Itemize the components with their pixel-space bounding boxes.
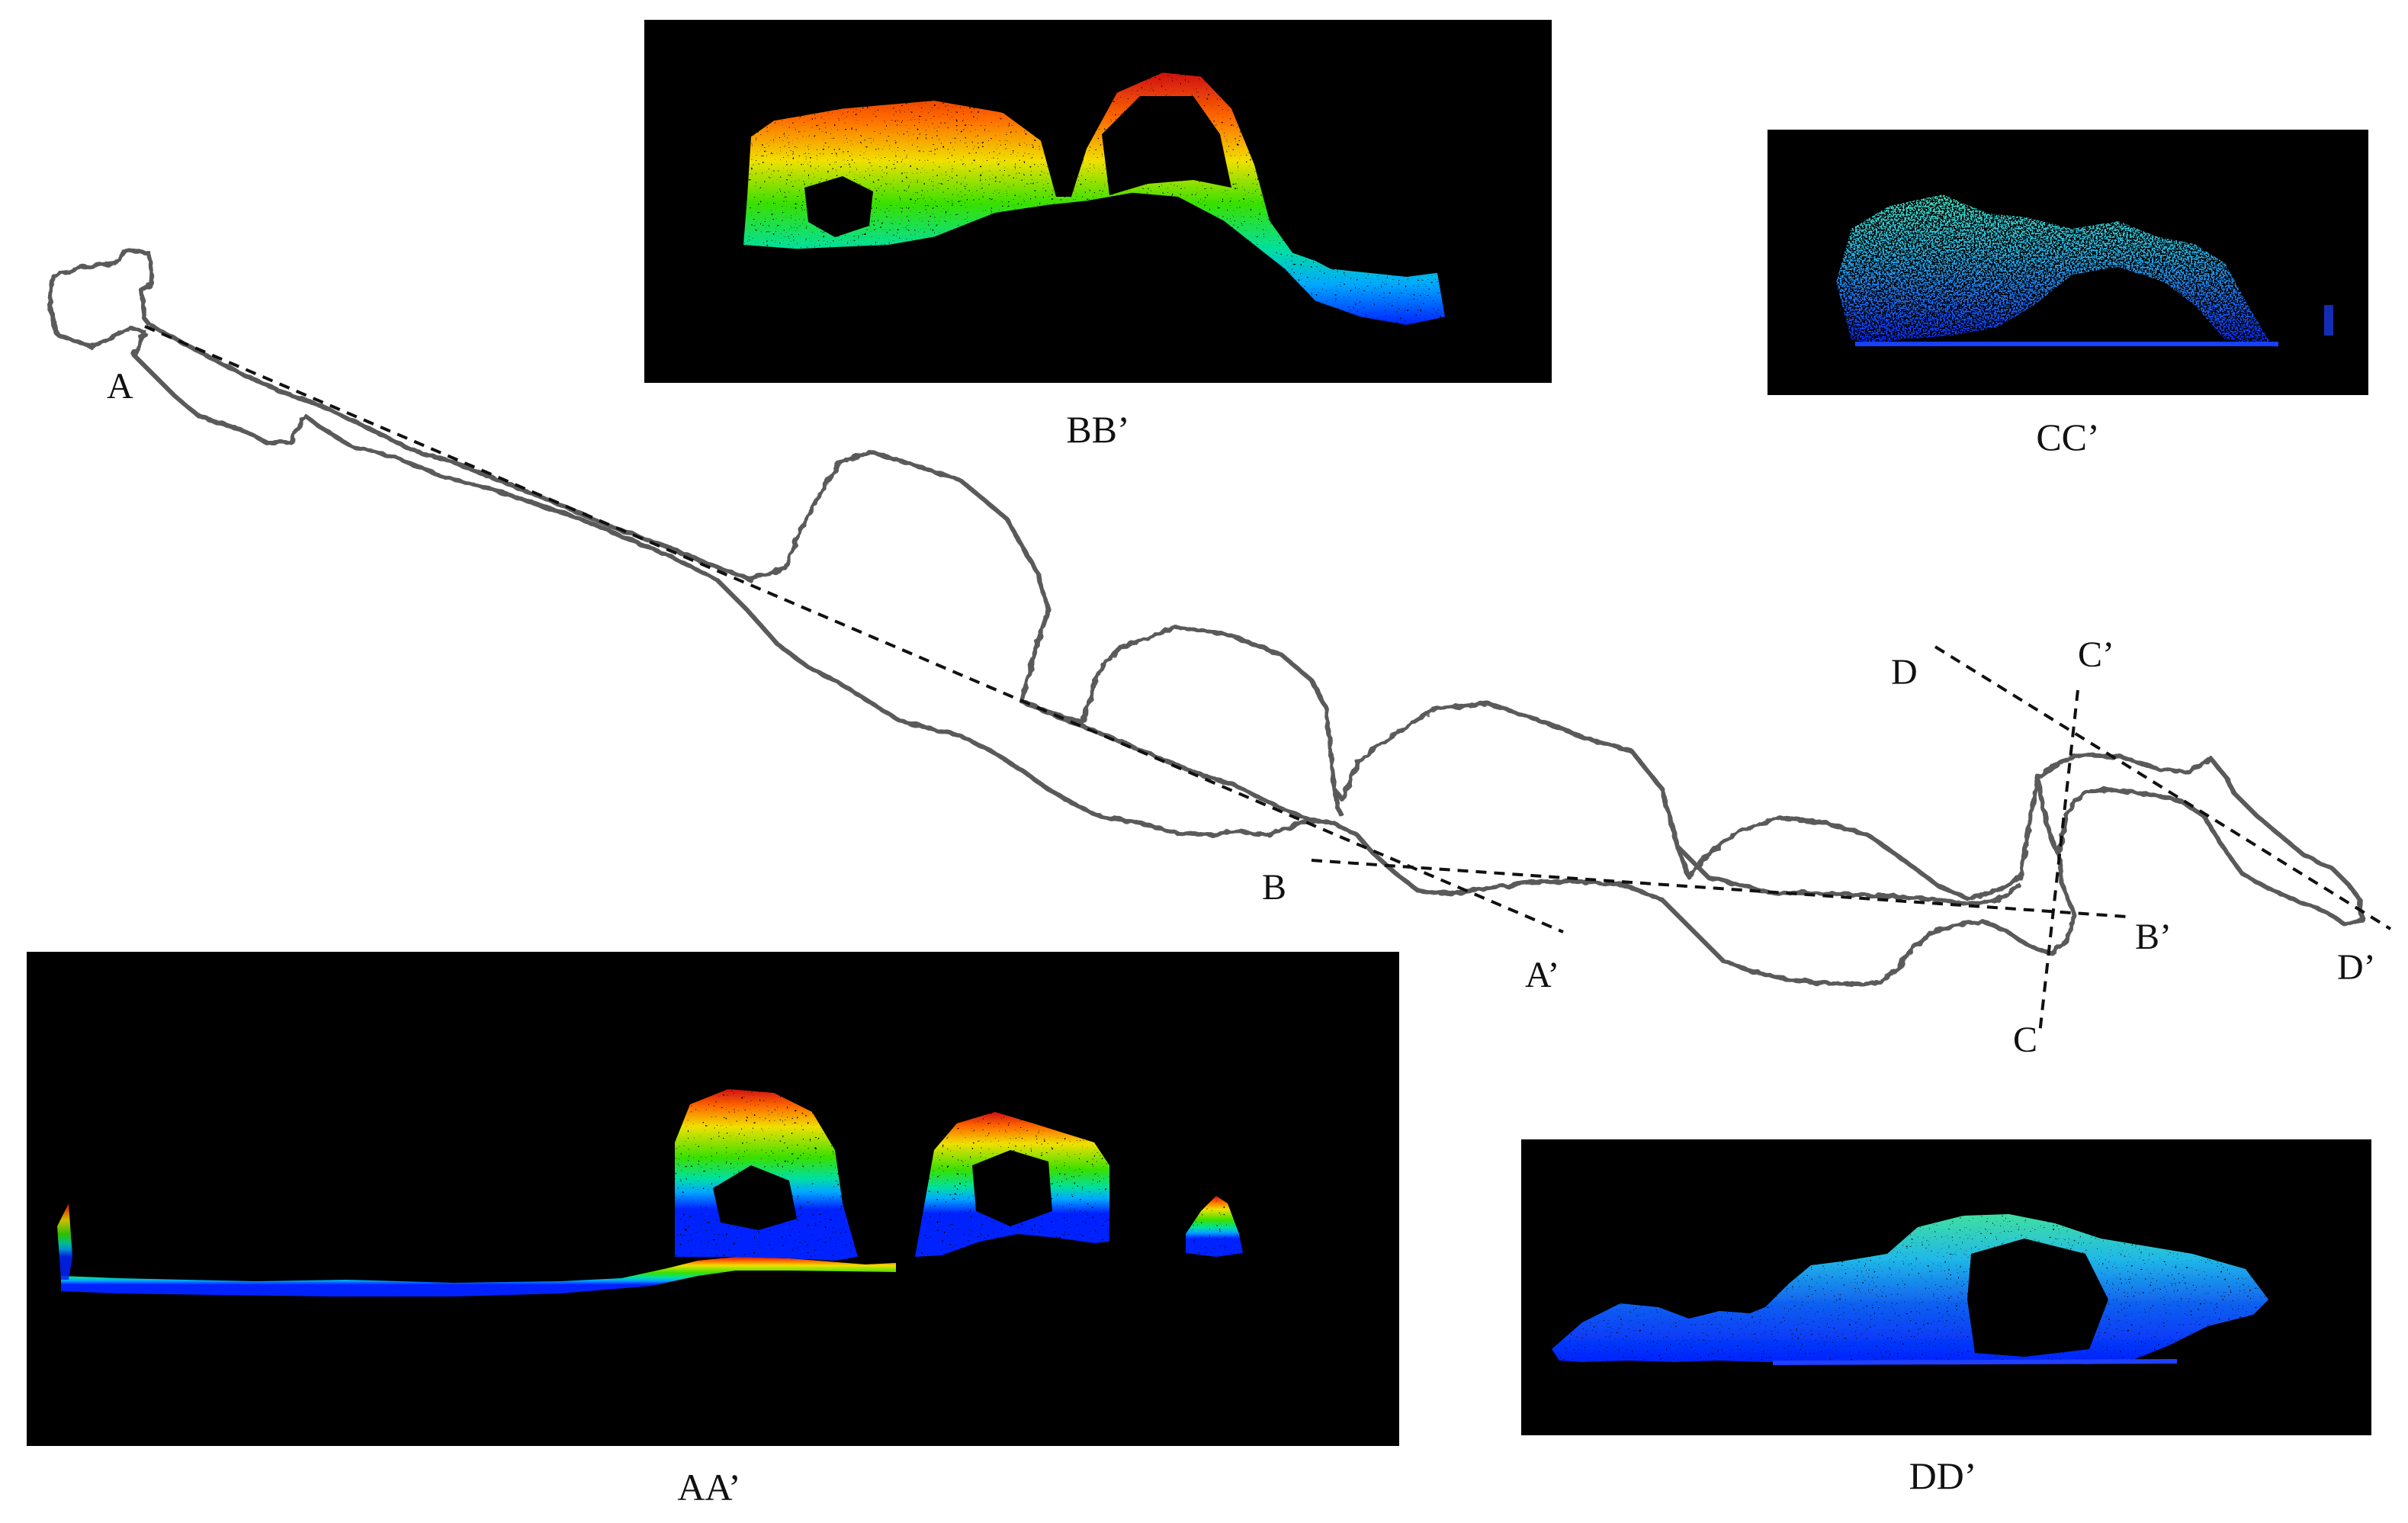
label-b-prime: B’ (2135, 917, 2172, 957)
label-b: B (1262, 867, 1287, 908)
cross-section-aa (27, 952, 1399, 1446)
cross-section-cc (1767, 130, 2368, 395)
caption-dd: DD’ (1909, 1454, 1977, 1497)
label-d: D (1891, 652, 1918, 692)
cross-section-dd (1521, 1139, 2371, 1435)
section-line-bb (1311, 859, 2128, 918)
label-c: C (2013, 1020, 2038, 1060)
cross-section-bb (644, 20, 1552, 383)
section-line-aa (144, 325, 1564, 933)
caption-cc: CC’ (2036, 416, 2100, 458)
label-d-prime: D’ (2337, 947, 2376, 988)
section-line-dd (1934, 645, 2392, 930)
label-a-prime: A’ (1525, 955, 1560, 995)
section-lines (144, 325, 2392, 1034)
caption-aa: AA’ (677, 1466, 741, 1509)
caption-bb: BB’ (1066, 408, 1130, 451)
section-line-cc (2038, 689, 2079, 1034)
label-c-prime: C’ (2078, 635, 2114, 675)
label-a: A (107, 366, 133, 406)
